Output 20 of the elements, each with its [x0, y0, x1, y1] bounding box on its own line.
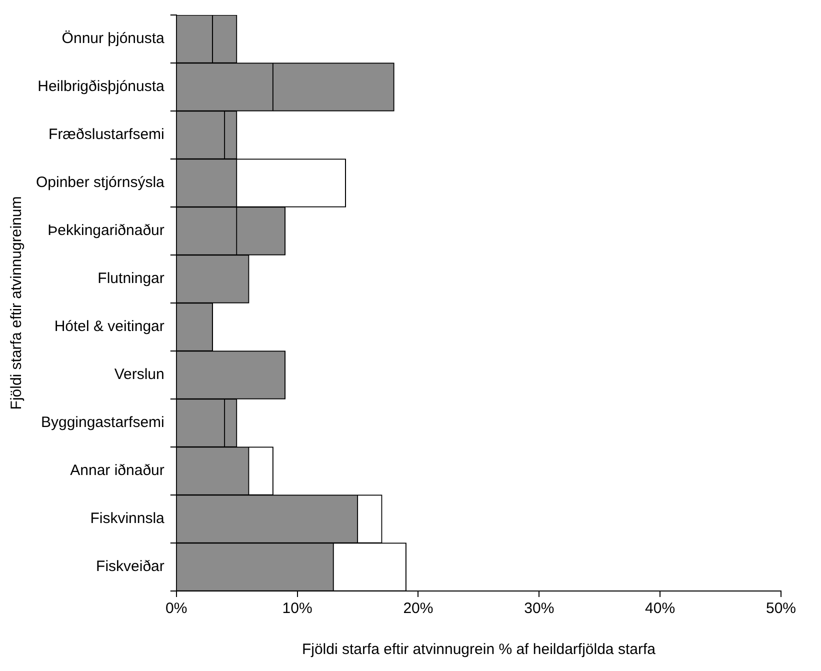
x-tick-label: 40%	[645, 600, 676, 618]
y-tick-label: Fræðslustarfsemi	[48, 126, 164, 144]
y-axis-title: Fjöldi starfa eftir atvinnugreinum	[8, 196, 26, 410]
x-tick-label: 30%	[524, 600, 554, 618]
x-tick-label: 10%	[282, 600, 312, 618]
x-axis-title: Fjöldi starfa eftir atvinnugrein % af heildarfjölda starfa	[302, 641, 656, 658]
y-tick-label: Verslun	[114, 366, 164, 384]
y-tick-label: Opinber stjórnsýsla	[36, 174, 166, 192]
y-tick-label: Annar iðnaður	[70, 462, 164, 480]
y-tick-label: Byggingastarfsemi	[40, 414, 164, 432]
x-tick-label: 0%	[166, 600, 188, 618]
y-tick-label: Fiskveiðar	[96, 558, 164, 576]
y-tick-label: Þekkingariðnaður	[48, 222, 164, 240]
y-tick-label: Fiskvinnsla	[90, 510, 166, 528]
y-tick-label: Heilbrigðisþjónusta	[38, 78, 166, 96]
x-tick-label: 50%	[766, 600, 796, 618]
y-tick-label: Hótel & veitingar	[54, 318, 164, 336]
x-tick-label: 20%	[403, 600, 434, 618]
y-tick-label: Önnur þjónusta	[62, 30, 166, 48]
y-tick-label: Flutningar	[98, 270, 164, 288]
